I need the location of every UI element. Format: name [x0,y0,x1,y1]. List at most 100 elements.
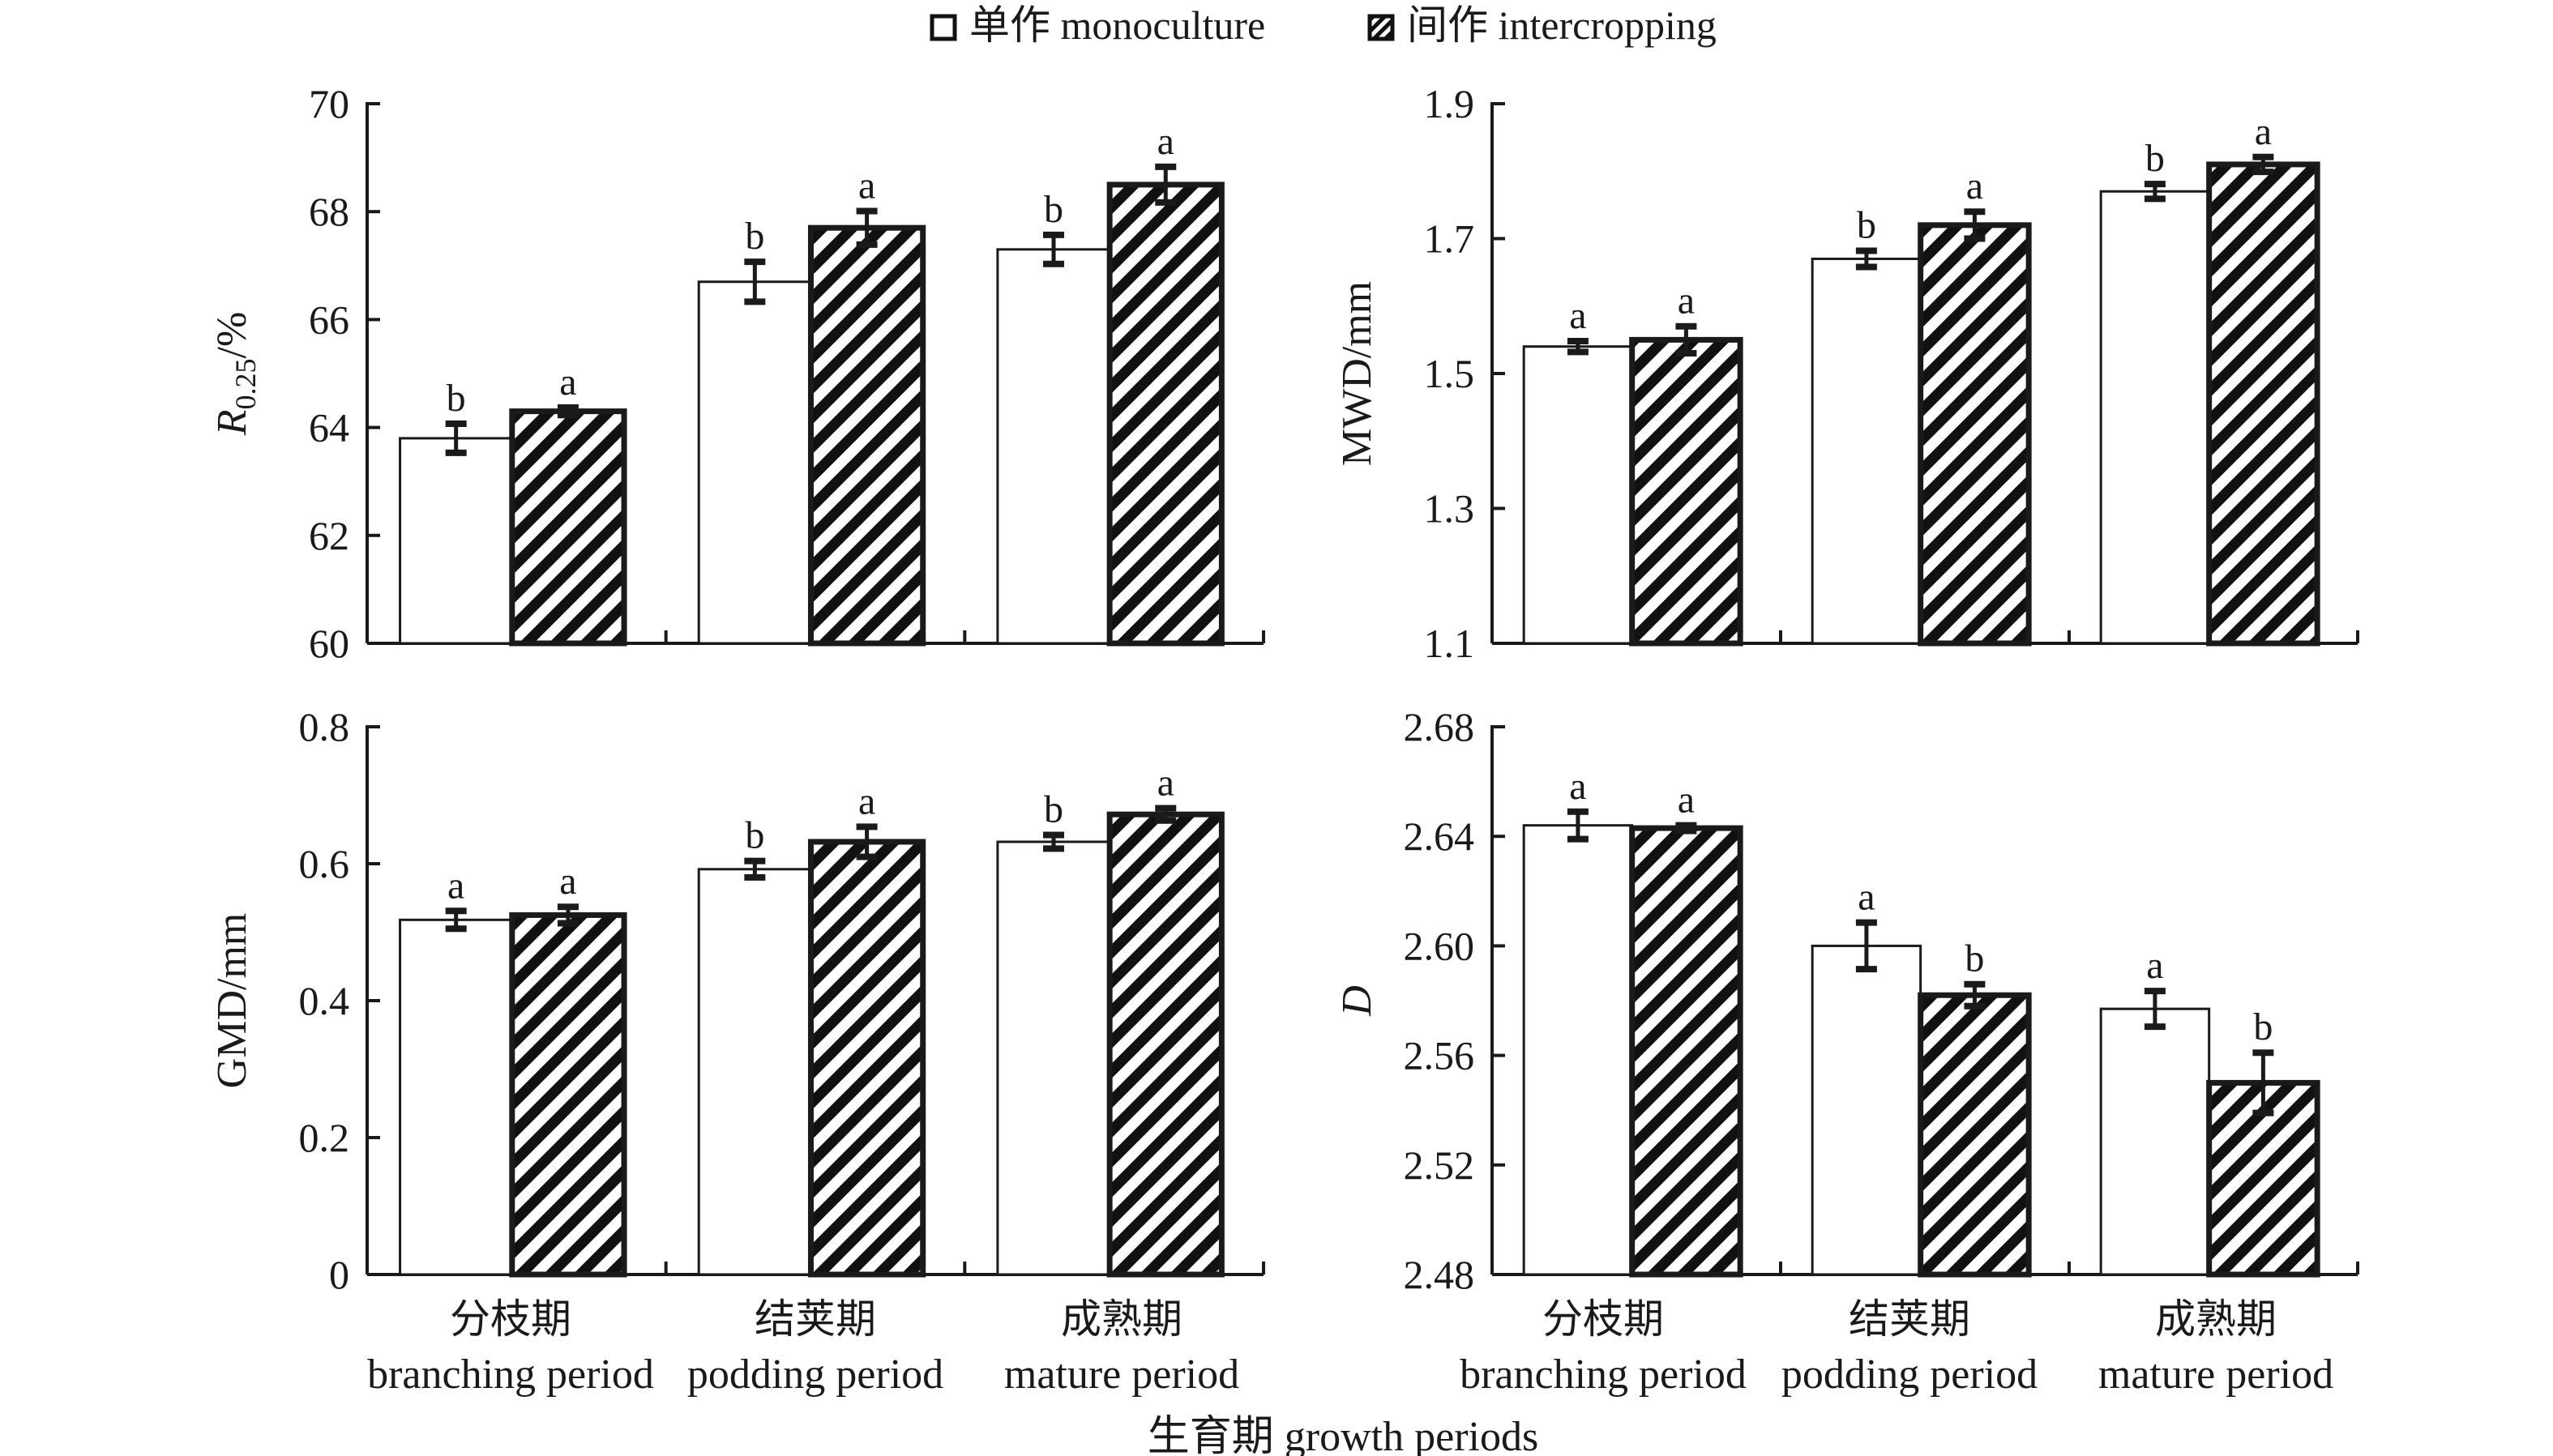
panel-bottom-right: 2.48 2.52 2.56 2.60 2.64 2.68 Da a a a b b [1334,704,2359,1297]
legend-label-monoculture: 单作 monoculture [969,2,1265,48]
y-tick-label: 68 [309,189,349,234]
bar-monoculture-2 [996,840,1111,1276]
significance-letter: a [447,864,464,907]
bar-monoculture-2 [2099,1007,2211,1276]
bar-intercropping-1 [1918,222,2032,647]
x-label-en-mature: mature period [1004,1351,1239,1398]
significance-letter: a [1157,120,1174,163]
y-tick-label: 62 [309,513,349,558]
significance-letter: b [447,377,466,420]
bar-intercropping-0 [1629,336,1743,647]
significance-letter: b [1857,203,1876,246]
y-tick-label: 2.60 [1404,923,1475,968]
y-tick-label: 1.3 [1424,486,1475,532]
panel-top-left: 60 62 64 66 68 70 R0.25/% b b b a a a [209,81,1265,666]
significance-letter: a [1678,280,1695,322]
bar-intercropping-0 [509,912,627,1278]
bar-intercropping-2 [1106,811,1225,1278]
bar-intercropping-0 [1629,825,1743,1278]
x-label-en-mature-right: mature period [2098,1351,2333,1398]
significance-letter: a [1569,765,1586,808]
y-tick-label: 0 [329,1252,349,1297]
x-label-en-branching: branching period [367,1351,654,1398]
significance-letter: a [2255,110,2272,153]
significance-letter: b [2253,1006,2273,1048]
y-tick-label: 1.9 [1424,81,1475,126]
significance-letter: b [2145,137,2165,180]
significance-letter: a [2146,944,2163,987]
bar-intercropping-1 [1918,992,2032,1278]
significance-letter: b [745,814,764,857]
y-tick-label: 70 [309,81,349,126]
panel-bottom-left: 0 0.2 0.4 0.6 0.8 GMD/mm a b b a a a [209,704,1265,1297]
legend-swatch-open [930,14,957,41]
significance-letter: a [1678,779,1695,822]
y-tick-label: 1.7 [1424,216,1475,262]
x-label-en-podding-right: podding period [1781,1351,2038,1398]
panel-top-right: 1.1 1.3 1.5 1.7 1.9 MWD/mm a b b a a a [1334,81,2359,666]
legend-item-monoculture: 单作 monoculture [930,2,1265,48]
significance-letter: a [858,779,875,822]
y-tick-label: 1.1 [1424,621,1475,666]
y-tick-label: 64 [309,405,349,450]
bar-monoculture-1 [697,280,812,645]
significance-letter: a [1157,762,1174,805]
y-tick-label: 0.8 [299,704,350,749]
legend-swatch-hatched [1367,14,1395,41]
x-category-labels-right: 分枝期 结荚期 成熟期 branching period podding per… [1460,1296,2333,1398]
y-tick-label: 2.52 [1404,1142,1475,1188]
significance-letter: a [559,361,576,403]
bar-intercropping-0 [509,408,627,647]
significance-letter: a [858,164,875,207]
significance-letter: a [559,860,576,903]
x-label-cn-podding-right: 结荚期 [1849,1296,1970,1342]
x-label-cn-branching: 分枝期 [450,1296,571,1342]
y-axis-title: R0.25/% [209,312,262,437]
bar-monoculture-1 [1811,257,1922,645]
x-label-en-podding: podding period [687,1351,943,1398]
y-tick-label: 2.48 [1404,1252,1475,1297]
y-axis-title: GMD/mm [209,913,255,1089]
significance-letter: b [1044,788,1063,831]
y-tick-label: 0.4 [299,978,350,1023]
x-label-cn-branching-right: 分枝期 [1542,1296,1664,1342]
y-tick-label: 1.5 [1424,351,1475,396]
y-tick-label: 2.64 [1404,813,1475,859]
significance-letter: b [745,215,764,258]
significance-letter: b [1965,937,1984,980]
legend: 单作 monoculture 间作 intercropping [930,2,1717,48]
bar-monoculture-0 [399,437,514,645]
legend-item-intercropping: 间作 intercropping [1367,2,1717,48]
y-tick-label: 2.56 [1404,1033,1475,1078]
x-label-cn-mature-right: 成熟期 [2155,1296,2277,1342]
y-tick-label: 66 [309,297,349,342]
bar-monoculture-0 [399,918,514,1276]
x-category-labels-left: 分枝期 结荚期 成熟期 branching period podding per… [367,1296,1239,1398]
y-tick-label: 0.2 [299,1115,350,1160]
y-tick-label: 0.6 [299,841,350,886]
bar-monoculture-0 [1522,345,1634,645]
x-label-cn-podding: 结荚期 [755,1296,876,1342]
bar-monoculture-1 [1811,944,1922,1276]
bar-monoculture-1 [697,868,812,1276]
bar-monoculture-2 [996,248,1111,645]
bar-monoculture-0 [1522,824,1634,1276]
y-tick-label: 2.68 [1404,704,1475,749]
legend-label-intercropping: 间作 intercropping [1407,2,1717,48]
y-tick-label: 60 [309,621,349,666]
x-label-en-branching-right: branching period [1460,1351,1747,1398]
significance-letter: a [1858,876,1875,919]
x-label-cn-mature: 成熟期 [1061,1296,1182,1342]
bar-intercropping-1 [807,839,926,1278]
y-axis-title: D [1334,985,1380,1017]
significance-letter: b [1044,188,1063,231]
bar-intercropping-2 [1106,181,1225,647]
y-axis-title: MWD/mm [1334,281,1380,466]
bar-intercropping-2 [2206,161,2320,647]
shared-x-axis-title: 生育期 growth periods [1148,1414,1538,1456]
bar-monoculture-2 [2099,190,2211,645]
significance-letter: a [1966,164,1983,207]
significance-letter: a [1569,294,1586,337]
bar-intercropping-1 [807,224,926,647]
